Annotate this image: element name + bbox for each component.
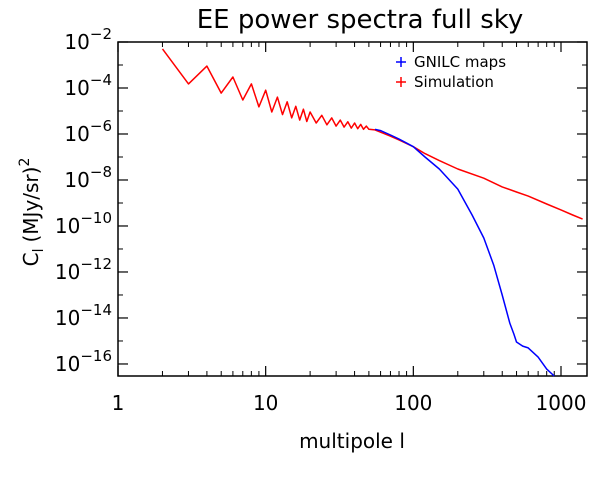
y-tick-label-exponent: −16 xyxy=(80,347,112,365)
y-tick-label: 10−14 xyxy=(55,301,112,330)
y-tick-label: 10−16 xyxy=(55,347,112,376)
y-axis-label-sup: 2 xyxy=(17,158,33,167)
y-tick-label-base: 10 xyxy=(64,76,89,100)
x-tick-label: 100 xyxy=(394,391,432,415)
y-tick-label-exponent: −2 xyxy=(90,25,112,43)
y-tick-label-base: 10 xyxy=(55,214,80,238)
y-tick-label-exponent: −8 xyxy=(90,163,112,181)
series-line-simulation xyxy=(161,48,583,220)
y-tick-label: 10−8 xyxy=(64,163,112,192)
x-axis-label: multipole l xyxy=(299,429,405,453)
legend-label: Simulation xyxy=(414,73,494,91)
y-axis-label-unit: (MJy/sr) xyxy=(19,167,43,243)
chart-title: EE power spectra full sky xyxy=(197,5,524,35)
x-tick-label: 1 xyxy=(112,391,125,415)
y-tick-label-exponent: −14 xyxy=(80,301,112,319)
x-axis: 1 10 100 1000 xyxy=(112,42,587,415)
y-tick-label-base: 10 xyxy=(64,122,89,146)
y-tick-label-base: 10 xyxy=(64,168,89,192)
series-layer xyxy=(161,48,583,377)
y-tick-label: 10−6 xyxy=(64,117,112,146)
series-line-gnilc-maps xyxy=(374,128,555,377)
y-tick-label: 10−2 xyxy=(64,25,112,54)
x-tick-label: 10 xyxy=(253,391,278,415)
legend: GNILC maps Simulation xyxy=(396,53,506,91)
y-tick-label-base: 10 xyxy=(55,260,80,284)
y-tick-label-base: 10 xyxy=(55,352,80,376)
y-tick-label-base: 10 xyxy=(55,306,80,330)
y-tick-label: 10−4 xyxy=(64,71,112,100)
y-tick-label-exponent: −4 xyxy=(90,71,112,89)
legend-label: GNILC maps xyxy=(414,53,506,71)
y-tick-label-exponent: −6 xyxy=(90,117,112,135)
y-tick-label-base: 10 xyxy=(64,30,89,54)
x-tick-label: 1000 xyxy=(536,391,587,415)
y-axis-label: Cl (MJy/sr)2 xyxy=(17,158,47,267)
y-tick-label: 10−10 xyxy=(55,209,112,238)
plot-frame xyxy=(117,41,588,377)
y-axis-label-main: C xyxy=(19,252,43,266)
y-tick-label-exponent: −10 xyxy=(80,209,112,227)
y-tick-label-exponent: −12 xyxy=(80,255,112,273)
y-tick-label: 10−12 xyxy=(55,255,112,284)
y-axis-label-sub: l xyxy=(31,249,47,253)
